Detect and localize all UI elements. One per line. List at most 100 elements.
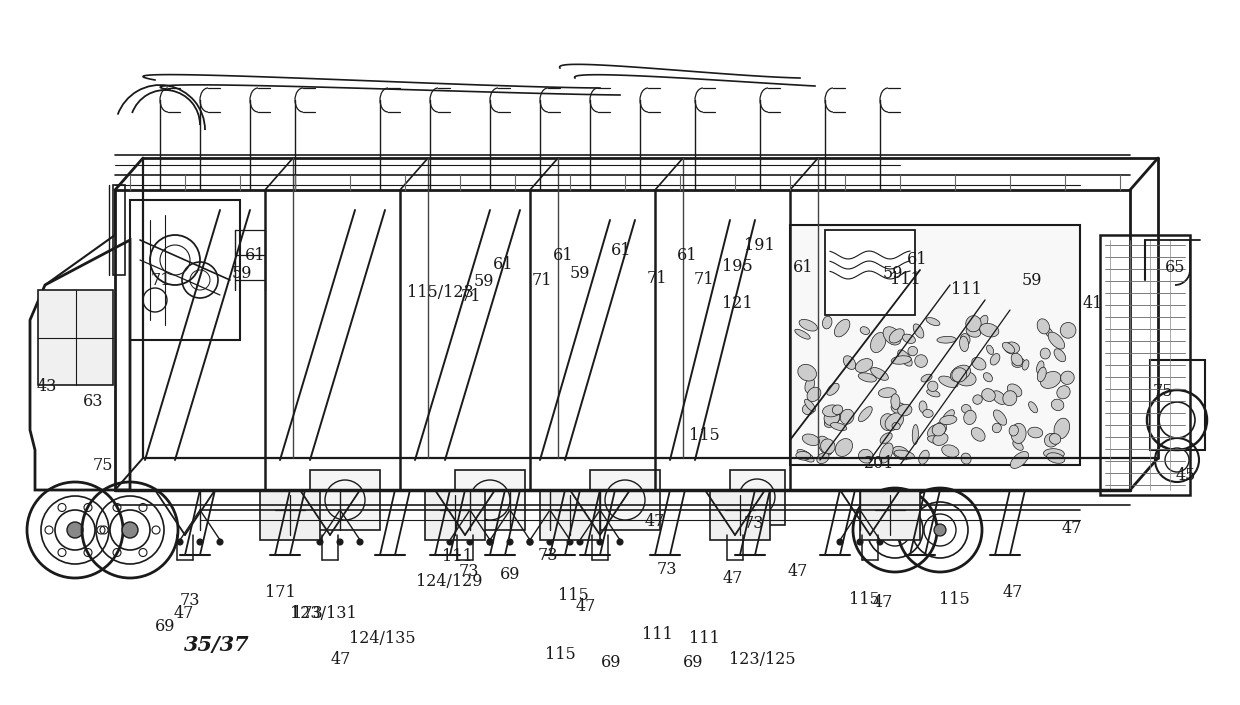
Ellipse shape: [982, 388, 996, 402]
Ellipse shape: [1038, 367, 1047, 382]
Ellipse shape: [870, 367, 888, 380]
Ellipse shape: [825, 412, 841, 427]
Text: 71: 71: [532, 272, 552, 289]
Ellipse shape: [1009, 425, 1018, 436]
Ellipse shape: [1007, 384, 1022, 397]
Ellipse shape: [797, 364, 816, 381]
Text: 75: 75: [93, 457, 113, 474]
Ellipse shape: [942, 410, 955, 424]
Ellipse shape: [1028, 402, 1038, 413]
Text: 69: 69: [601, 654, 621, 671]
Ellipse shape: [858, 373, 877, 382]
Ellipse shape: [913, 324, 924, 338]
Bar: [1100, 235, 1190, 495]
Bar: [539, 490, 600, 540]
Text: 111: 111: [951, 281, 981, 298]
Text: 115: 115: [546, 646, 575, 663]
Text: 43: 43: [37, 378, 57, 395]
Text: 111: 111: [890, 271, 920, 288]
Text: 47: 47: [873, 594, 893, 611]
Text: 47: 47: [1003, 584, 1023, 601]
Text: 121: 121: [723, 295, 753, 312]
Text: 111: 111: [689, 630, 719, 646]
Text: 47: 47: [787, 563, 807, 580]
Ellipse shape: [1052, 399, 1064, 410]
Circle shape: [857, 539, 863, 545]
Ellipse shape: [892, 403, 908, 415]
Bar: [260, 490, 320, 540]
Ellipse shape: [928, 436, 945, 444]
Text: 61: 61: [494, 256, 513, 273]
Bar: [1149, 360, 1205, 450]
Text: 47: 47: [723, 570, 743, 587]
Text: 71: 71: [694, 271, 714, 288]
Ellipse shape: [1054, 349, 1065, 362]
Ellipse shape: [993, 410, 1007, 425]
Ellipse shape: [894, 450, 914, 459]
Ellipse shape: [879, 443, 893, 463]
Circle shape: [577, 539, 583, 545]
Text: 69: 69: [683, 654, 703, 671]
Text: 45: 45: [1176, 467, 1195, 484]
Circle shape: [889, 524, 901, 536]
Ellipse shape: [1056, 386, 1070, 399]
Text: 71: 71: [647, 270, 667, 287]
Circle shape: [337, 539, 343, 545]
Ellipse shape: [966, 316, 981, 332]
Circle shape: [596, 539, 603, 545]
Ellipse shape: [836, 439, 853, 457]
Ellipse shape: [1011, 451, 1028, 468]
Circle shape: [567, 539, 573, 545]
Text: 115: 115: [689, 427, 719, 444]
Circle shape: [837, 539, 843, 545]
Circle shape: [507, 539, 513, 545]
Ellipse shape: [913, 424, 919, 445]
Ellipse shape: [893, 446, 910, 460]
Text: 191: 191: [744, 237, 774, 254]
Text: 71: 71: [461, 288, 481, 305]
Text: 73: 73: [538, 547, 558, 564]
Ellipse shape: [858, 407, 872, 422]
Text: 73: 73: [180, 592, 200, 609]
Ellipse shape: [1022, 360, 1029, 370]
Text: 59: 59: [883, 265, 903, 282]
Ellipse shape: [880, 433, 893, 444]
Ellipse shape: [955, 371, 976, 386]
Text: 59: 59: [570, 265, 590, 282]
Ellipse shape: [1049, 434, 1060, 444]
Ellipse shape: [992, 423, 1002, 433]
Ellipse shape: [892, 422, 900, 429]
Bar: [711, 490, 770, 540]
Circle shape: [487, 539, 494, 545]
Ellipse shape: [822, 317, 832, 329]
Ellipse shape: [841, 409, 854, 424]
Ellipse shape: [973, 395, 982, 404]
Text: 124/135: 124/135: [348, 630, 415, 646]
Ellipse shape: [1013, 441, 1023, 450]
Ellipse shape: [1045, 328, 1053, 337]
Ellipse shape: [898, 404, 911, 416]
Ellipse shape: [940, 415, 957, 424]
Ellipse shape: [980, 324, 999, 337]
Ellipse shape: [1003, 391, 1017, 405]
Text: 61: 61: [553, 247, 573, 264]
Ellipse shape: [935, 422, 946, 434]
Bar: [38, 290, 113, 385]
Ellipse shape: [1048, 332, 1065, 349]
Circle shape: [527, 539, 533, 545]
Ellipse shape: [915, 355, 928, 367]
Bar: [113, 185, 125, 275]
Text: 73: 73: [657, 561, 677, 578]
Ellipse shape: [885, 413, 904, 430]
Circle shape: [177, 539, 184, 545]
Ellipse shape: [1011, 353, 1023, 366]
Ellipse shape: [971, 428, 985, 441]
Ellipse shape: [961, 453, 971, 464]
Ellipse shape: [870, 333, 885, 352]
Text: 201: 201: [864, 455, 894, 472]
Text: 59: 59: [474, 274, 494, 290]
Circle shape: [197, 539, 203, 545]
Circle shape: [547, 539, 553, 545]
Ellipse shape: [1060, 322, 1076, 338]
Text: 115: 115: [940, 591, 970, 608]
